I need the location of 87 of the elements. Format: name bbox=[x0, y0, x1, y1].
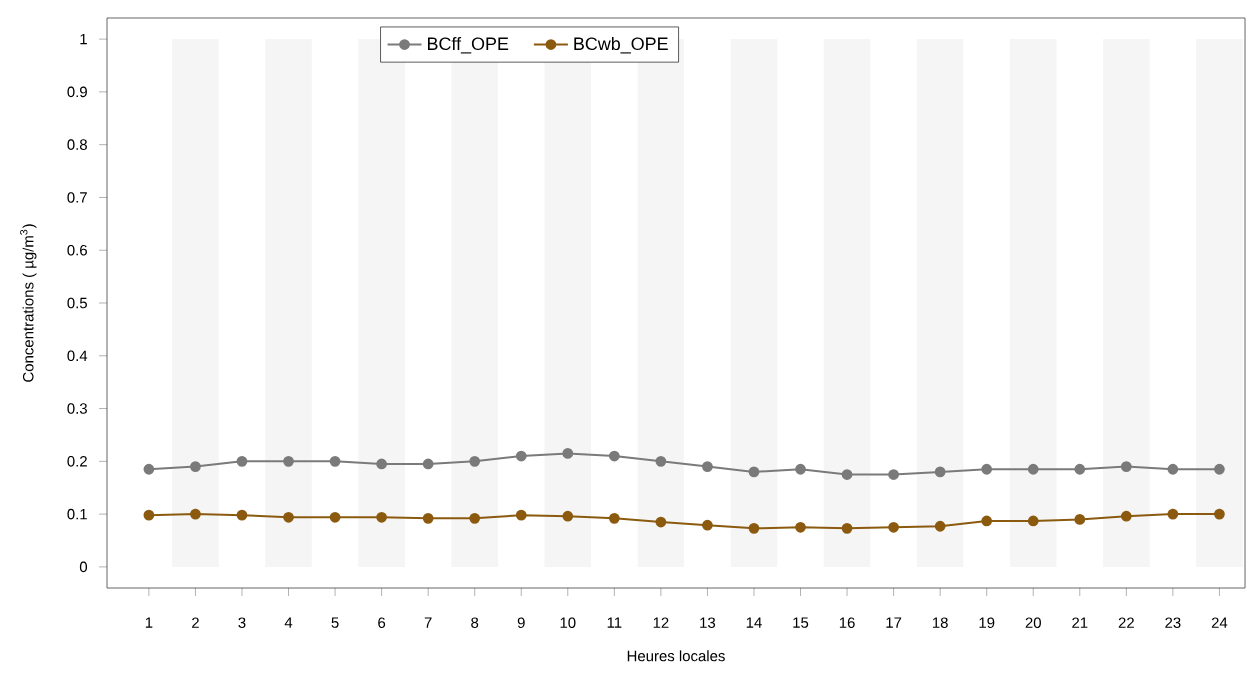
y-tick-label: 0.9 bbox=[67, 86, 87, 98]
point bbox=[1167, 508, 1179, 520]
x-tick-label: 8 bbox=[471, 617, 479, 628]
point bbox=[283, 455, 294, 467]
x-tick-label: 22 bbox=[1118, 617, 1134, 628]
point bbox=[1027, 463, 1039, 475]
x-tick-label: 7 bbox=[424, 617, 432, 628]
x-tick-label: 24 bbox=[1211, 617, 1228, 628]
x-tick-label: 11 bbox=[607, 617, 622, 628]
point bbox=[655, 455, 667, 467]
x-tick-label: 18 bbox=[932, 617, 948, 628]
y-tick-label: 0 bbox=[79, 561, 88, 573]
point bbox=[795, 463, 806, 475]
x-tick-label: 17 bbox=[886, 617, 902, 628]
point bbox=[795, 521, 806, 533]
point bbox=[1214, 508, 1225, 520]
point bbox=[515, 450, 527, 462]
point bbox=[236, 509, 248, 521]
y-tick-label: 1 bbox=[80, 33, 87, 45]
point bbox=[608, 512, 620, 524]
y-tick-label: 0.8 bbox=[67, 139, 87, 150]
point bbox=[469, 512, 481, 524]
point bbox=[329, 455, 341, 467]
point bbox=[190, 508, 201, 520]
point bbox=[562, 448, 574, 459]
point bbox=[888, 469, 899, 480]
x-tick-label: 1 bbox=[145, 617, 153, 628]
point bbox=[1120, 510, 1132, 522]
x-tick-label: 5 bbox=[331, 617, 339, 628]
x-tick-label: 20 bbox=[1025, 617, 1041, 628]
x-axis-title: Heures locales bbox=[627, 650, 725, 662]
point bbox=[841, 469, 853, 480]
point bbox=[981, 463, 993, 475]
point bbox=[329, 511, 341, 523]
x-tick-label: 21 bbox=[1072, 617, 1088, 628]
point bbox=[236, 455, 248, 467]
point bbox=[143, 463, 155, 475]
point bbox=[376, 458, 387, 470]
point bbox=[1074, 514, 1086, 525]
y-tick-label: 0.7 bbox=[67, 192, 87, 203]
x-tick-label: 10 bbox=[560, 617, 576, 628]
x-tick-label: 19 bbox=[979, 617, 995, 628]
legend-label: BCwb_OPE bbox=[574, 36, 668, 54]
x-tick-label: 3 bbox=[238, 617, 246, 628]
point bbox=[748, 466, 760, 478]
x-tick-label: 14 bbox=[746, 617, 762, 628]
point bbox=[422, 458, 434, 470]
y-tick-label: 0.1 bbox=[67, 508, 87, 520]
y-tick-label: 0.5 bbox=[67, 297, 87, 309]
point bbox=[143, 509, 155, 521]
point bbox=[702, 519, 713, 531]
y-tick-label: 0.2 bbox=[67, 456, 87, 467]
y-tick-label: 0.6 bbox=[67, 244, 87, 256]
x-tick-label: 12 bbox=[653, 617, 669, 628]
point bbox=[562, 510, 574, 522]
x-tick-label: 6 bbox=[378, 617, 386, 628]
point bbox=[934, 466, 946, 478]
point bbox=[934, 520, 946, 532]
point bbox=[1120, 461, 1132, 472]
x-tick-label: 15 bbox=[793, 617, 809, 628]
point bbox=[422, 512, 434, 524]
point bbox=[748, 522, 760, 534]
x-tick-label: 9 bbox=[517, 617, 525, 628]
x-tick-label: 16 bbox=[839, 617, 855, 628]
point bbox=[515, 509, 527, 521]
point bbox=[655, 516, 667, 528]
y-axis-title: Concentrations ( µg/m$^{3}$) bbox=[20, 224, 37, 382]
point bbox=[1167, 463, 1179, 475]
y-tick-label: 0.4 bbox=[67, 350, 88, 362]
point bbox=[608, 450, 620, 462]
point bbox=[376, 511, 387, 523]
x-tick-label: 13 bbox=[700, 617, 716, 628]
point bbox=[190, 461, 201, 472]
point bbox=[469, 455, 481, 467]
x-tick-label: 4 bbox=[284, 617, 293, 628]
point bbox=[283, 511, 294, 523]
x-tick-label: 23 bbox=[1165, 617, 1181, 628]
y-tick-label: 0.3 bbox=[67, 403, 87, 414]
point bbox=[841, 522, 853, 534]
point bbox=[702, 461, 713, 472]
point bbox=[981, 515, 993, 527]
point bbox=[888, 521, 899, 533]
point bbox=[1027, 515, 1039, 527]
point bbox=[1074, 463, 1086, 475]
legend-label: BCff_OPE bbox=[427, 36, 509, 54]
point bbox=[1214, 463, 1225, 475]
x-tick-label: 2 bbox=[192, 617, 199, 628]
